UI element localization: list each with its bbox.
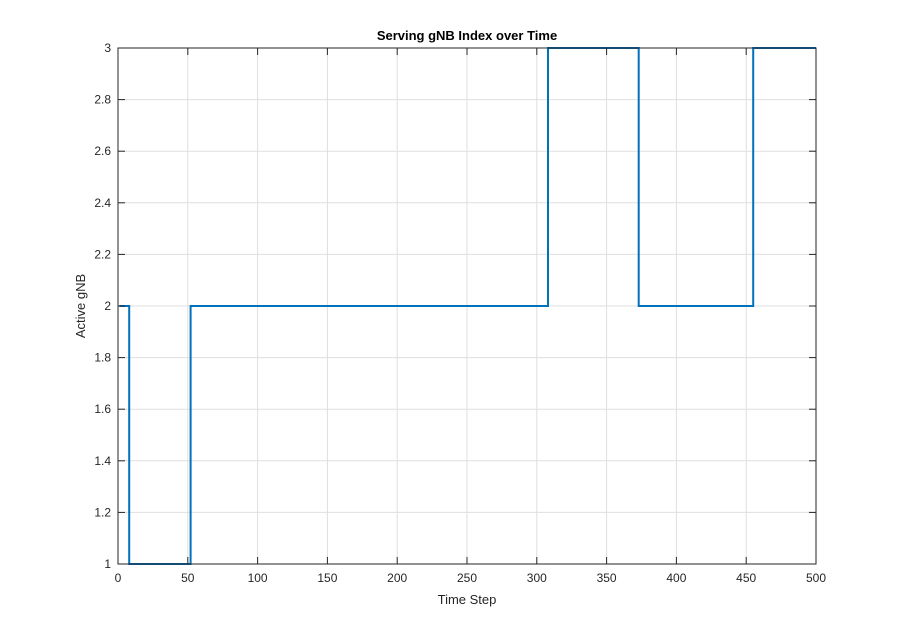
y-tick-label: 2.8 bbox=[94, 93, 111, 107]
y-axis-label: Active gNB bbox=[73, 274, 88, 338]
x-tick-label: 400 bbox=[666, 571, 686, 585]
x-tick-label: 450 bbox=[736, 571, 756, 585]
y-tick-label: 1 bbox=[104, 557, 111, 571]
y-tick-label: 3 bbox=[104, 41, 111, 55]
y-tick-label: 1.8 bbox=[94, 351, 111, 365]
x-axis-label: Time Step bbox=[438, 592, 497, 607]
x-tick-label: 250 bbox=[457, 571, 477, 585]
y-tick-label: 1.4 bbox=[94, 454, 111, 468]
x-tick-label: 150 bbox=[317, 571, 337, 585]
x-tick-label: 50 bbox=[181, 571, 195, 585]
y-tick-label: 2.2 bbox=[94, 247, 111, 261]
x-tick-label: 100 bbox=[248, 571, 268, 585]
x-tick-label: 500 bbox=[806, 571, 826, 585]
chart-title: Serving gNB Index over Time bbox=[377, 28, 557, 43]
y-tick-label: 2.6 bbox=[94, 144, 111, 158]
x-tick-label: 300 bbox=[527, 571, 547, 585]
series-layer bbox=[119, 47, 816, 565]
ticks: 0 50 100 150 200 250 300 350 400 450 500 1 1.2 1.4 1.6… bbox=[94, 41, 826, 585]
y-tick-label: 2 bbox=[104, 299, 111, 313]
x-tick-label: 200 bbox=[387, 571, 407, 585]
x-tick-label: 0 bbox=[115, 571, 122, 585]
y-tick-label: 1.6 bbox=[94, 402, 111, 416]
series-line bbox=[119, 47, 816, 565]
y-tick-label: 1.2 bbox=[94, 505, 111, 519]
x-tick-label: 350 bbox=[597, 571, 617, 585]
y-tick-label: 2.4 bbox=[94, 196, 111, 210]
